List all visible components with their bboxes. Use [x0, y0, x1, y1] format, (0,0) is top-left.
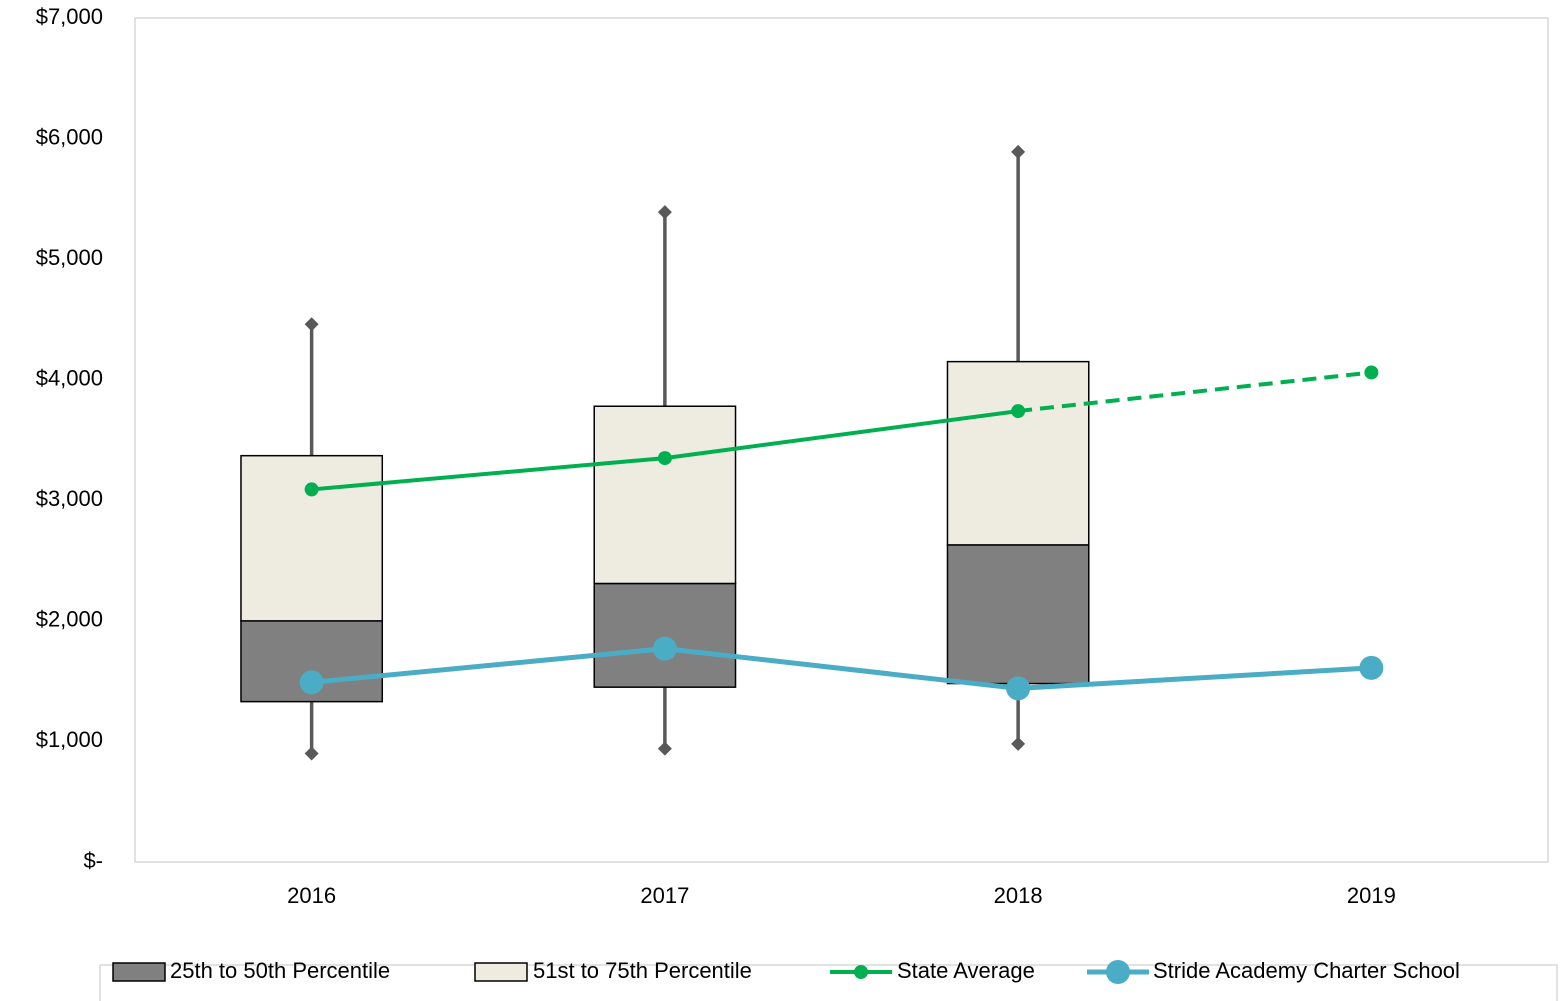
- whisker-low: [1011, 736, 1026, 751]
- box-lower: [593, 582, 737, 688]
- series-line: [664, 646, 1019, 691]
- series-marker: [1006, 676, 1031, 701]
- legend-swatch: [474, 962, 528, 982]
- series-line: [311, 456, 666, 492]
- legend-label: 51st to 75th Percentile: [533, 958, 752, 983]
- whisker-low: [304, 746, 319, 761]
- box-lower: [946, 544, 1090, 685]
- y-tick-label: $6,000: [36, 124, 103, 149]
- y-tick-label: $3,000: [36, 486, 103, 511]
- series-marker: [1359, 655, 1384, 680]
- y-tick-label: $2,000: [36, 607, 103, 632]
- box-upper: [240, 454, 384, 622]
- legend-label: State Average: [897, 958, 1035, 983]
- y-tick-label: $1,000: [36, 727, 103, 752]
- series-line: [311, 646, 666, 685]
- series-marker: [304, 482, 319, 497]
- x-tick-label: 2019: [1347, 883, 1396, 908]
- series-marker: [1364, 365, 1379, 380]
- legend-label: 25th to 50th Percentile: [170, 958, 390, 983]
- series-marker: [657, 451, 672, 466]
- box-upper: [946, 360, 1090, 546]
- box-upper: [593, 405, 737, 585]
- x-tick-label: 2017: [640, 883, 689, 908]
- series-line: [664, 409, 1019, 461]
- legend-box: [99, 964, 1558, 1001]
- x-tick-label: 2018: [994, 883, 1043, 908]
- series-marker: [299, 670, 324, 695]
- x-tick-label: 2016: [287, 883, 336, 908]
- series-marker: [652, 636, 677, 661]
- whisker-high: [657, 205, 672, 220]
- y-tick-label: $4,000: [36, 366, 103, 391]
- legend-swatch: [112, 962, 166, 982]
- legend-marker: [1106, 960, 1130, 984]
- legend-marker: [854, 965, 868, 979]
- whisker-low: [657, 741, 672, 756]
- y-tick-label: $5,000: [36, 245, 103, 270]
- series-line: [1017, 665, 1372, 691]
- box-lower: [240, 620, 384, 703]
- whisker-high: [1011, 144, 1026, 159]
- y-tick-label: $7,000: [36, 4, 103, 29]
- y-tick-label: $-: [83, 848, 103, 873]
- legend-label: Stride Academy Charter School: [1153, 958, 1460, 983]
- whisker-high: [304, 317, 319, 332]
- plot-area: [134, 17, 1549, 863]
- series-marker: [1011, 404, 1026, 419]
- series-line: [1017, 370, 1372, 414]
